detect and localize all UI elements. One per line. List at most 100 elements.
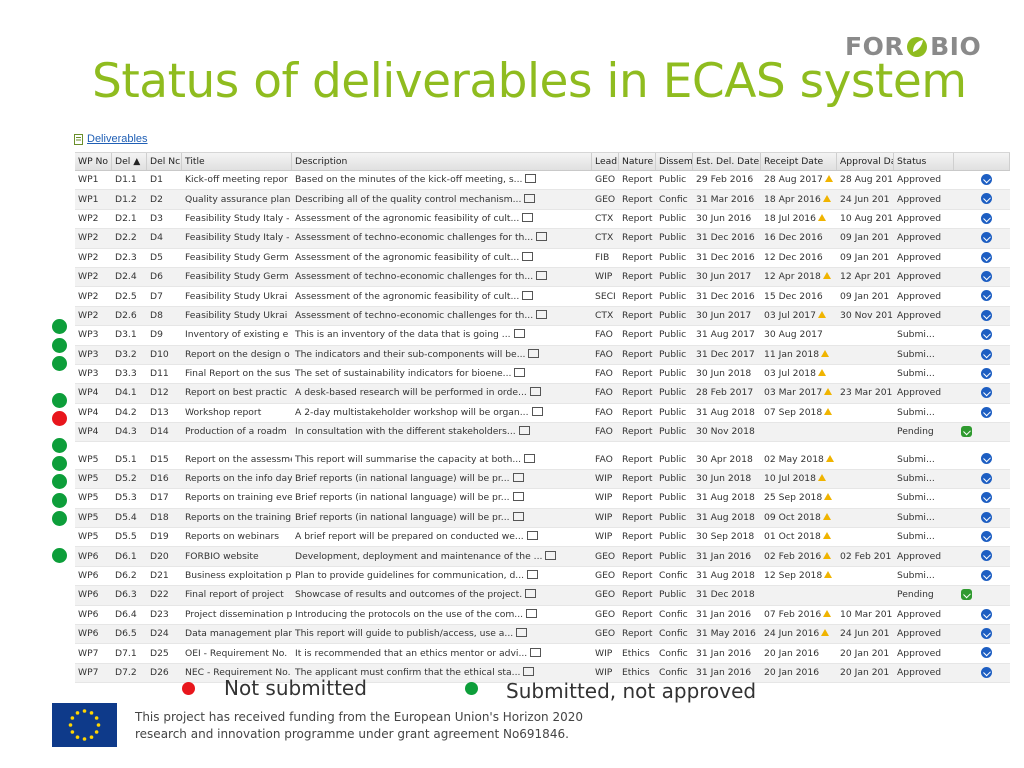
col-header-description[interactable]: Description [292,153,592,170]
table-row[interactable]: WP5 D5.2 D16 Reports on the info day Brief r… [75,469,1010,490]
table-row[interactable]: WP5 D5.3 D17 Reports on training eve Brief r… [75,489,1010,509]
submit-icon[interactable] [961,426,972,438]
expand-window-icon[interactable] [523,666,535,676]
download-icon[interactable] [981,232,992,244]
table-row[interactable]: WP2 D2.2 D4 Feasibility Study Italy - Assess… [75,229,1010,249]
download-icon[interactable] [981,531,992,543]
col-header-del[interactable]: Del ▲ [112,153,147,170]
expand-window-icon[interactable] [514,368,526,378]
cell-title-text: Feasibility Study Germ [185,251,289,263]
expand-window-icon[interactable] [525,174,537,184]
table-row[interactable]: WP4 D4.1 D12 Report on best practic A desk-b… [75,384,1010,404]
expand-window-icon[interactable] [531,406,543,416]
expand-window-icon[interactable] [529,387,541,397]
col-header-receipt-date[interactable]: Receipt Date [761,153,837,170]
table-row[interactable]: WP6 D6.4 D23 Project dissemination p Introdu… [75,606,1010,625]
download-icon[interactable] [981,608,992,620]
col-header-wp[interactable]: WP No [75,153,112,170]
download-icon[interactable] [981,387,992,399]
cell-dissemination-text: Public [659,251,687,263]
col-header-title[interactable]: Title [182,153,292,170]
cell-receipt-date-text: 12 Sep 2018 [764,570,823,581]
expand-window-icon[interactable] [516,628,528,638]
document-icon [74,133,83,145]
table-row[interactable]: WP5 D5.4 D18 Reports on the training Brief r… [75,508,1010,529]
expand-window-icon[interactable] [522,212,534,222]
table-row[interactable]: WP7 D7.1 D25 OEI - Requirement No. It is rec… [75,644,1010,664]
cell-receipt-date: 02 Feb 2016 [761,548,837,566]
table-row[interactable]: WP6 D6.2 D21 Business exploitation p Plan to… [75,567,1010,587]
table-row[interactable]: WP7 D7.2 D26 NEC - Requirement No. The appli… [75,663,1010,684]
table-row[interactable]: WP6 D6.1 D20 FORBIO website Development, dep… [75,547,1010,567]
submit-icon[interactable] [961,589,972,601]
table-row[interactable]: WP3 D3.3 D11 Final Report on the sus The set… [75,365,1010,385]
col-header-approval-date[interactable]: Approval Da [837,153,894,170]
expand-window-icon[interactable] [512,492,524,502]
expand-window-icon[interactable] [536,271,548,281]
download-icon[interactable] [981,329,992,341]
table-row[interactable]: WP1 D1.1 D1 Kick-off meeting repor Based on … [75,171,1010,191]
download-icon[interactable] [981,569,992,581]
download-icon[interactable] [981,647,992,659]
table-row[interactable]: WP2 D2.1 D3 Feasibility Study Italy - Assess… [75,210,1010,230]
expand-window-icon[interactable] [536,309,548,319]
table-row[interactable]: WP3 D3.1 D9 Inventory of existing e This is … [75,326,1010,346]
cell-est-date-text: 30 Apr 2018 [696,453,753,465]
col-header-dissemination[interactable]: Dissemi [656,153,693,170]
table-row[interactable]: WP5 D5.1 D15 Report on the assessme This rep… [75,450,1010,470]
expand-window-icon[interactable] [513,329,525,339]
download-icon[interactable] [981,174,992,185]
table-row[interactable]: WP4 D4.2 D13 Workshop report A 2-day multist… [75,404,1010,424]
table-row[interactable]: WP6 D6.5 D24 Data management plar This repor… [75,624,1010,645]
download-icon[interactable] [981,627,992,639]
expand-window-icon[interactable] [526,531,538,541]
col-header-lead[interactable]: Lead [592,153,619,170]
download-icon[interactable] [981,309,992,321]
expand-window-icon[interactable] [512,473,524,483]
expand-window-icon[interactable] [512,511,524,521]
table-row[interactable]: WP1 D1.2 D2 Quality assurance plan Describin… [75,190,1010,210]
cell-del: D5.1 [112,451,147,469]
expand-window-icon[interactable] [526,608,538,618]
deliverables-link[interactable]: Deliverables [87,133,148,145]
table-row[interactable]: WP2 D2.6 D8 Feasibility Study Ukrai Assessme… [75,306,1010,327]
download-icon[interactable] [981,193,992,205]
expand-window-icon[interactable] [528,348,540,358]
col-header-nature[interactable]: Nature [619,153,656,170]
download-icon[interactable] [981,212,992,224]
col-header-status[interactable]: Status [894,153,954,170]
cell-lead-text: WIP [595,473,613,485]
table-row[interactable]: WP6 D6.3 D22 Final report of project Showcas… [75,586,1010,606]
warning-icon [824,407,833,415]
expand-window-icon[interactable] [530,647,542,657]
expand-window-icon[interactable] [522,251,534,261]
table-row[interactable]: WP5 D5.5 D19 Reports on webinars A brief rep… [75,528,1010,548]
download-icon[interactable] [981,453,992,465]
table-row[interactable]: WP4 D4.3 D14 Production of a roadm In consul… [75,423,1010,443]
expand-window-icon[interactable] [524,193,536,203]
table-row[interactable]: WP2 D2.5 D7 Feasibility Study Ukrai Assessme… [75,287,1010,307]
download-icon[interactable] [981,472,992,484]
download-icon[interactable] [981,290,992,302]
download-icon[interactable] [981,348,992,360]
table-row[interactable]: WP2 D2.3 D5 Feasibility Study Germ Assessmen… [75,249,1010,268]
expand-window-icon[interactable] [522,290,534,300]
col-header-est-date[interactable]: Est. Del. Date ( [693,153,761,170]
download-icon[interactable] [981,666,992,678]
download-icon[interactable] [981,270,992,282]
table-row[interactable]: WP3 D3.2 D10 Report on the design o The indi… [75,345,1010,365]
download-icon[interactable] [981,406,992,418]
expand-window-icon[interactable] [527,570,539,579]
table-row[interactable]: WP2 D2.4 D6 Feasibility Study Germ Assessmen… [75,267,1010,288]
expand-window-icon[interactable] [518,426,530,436]
download-icon[interactable] [981,511,992,523]
expand-window-icon[interactable] [524,453,536,463]
expand-window-icon[interactable] [545,550,557,560]
col-header-delnc[interactable]: Del Nc [147,153,182,170]
download-icon[interactable] [981,251,992,263]
download-icon[interactable] [981,492,992,504]
expand-window-icon[interactable] [536,232,548,242]
download-icon[interactable] [981,550,992,562]
expand-window-icon[interactable] [525,589,537,599]
download-icon[interactable] [981,367,992,379]
